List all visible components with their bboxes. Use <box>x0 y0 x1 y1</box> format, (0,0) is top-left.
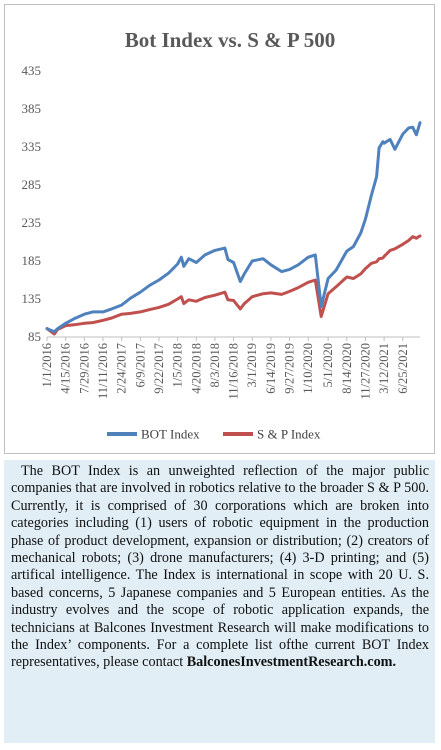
x-tick-label: 1/1/2016 <box>40 343 54 387</box>
y-tick-label: 385 <box>22 101 42 116</box>
description-body: The BOT Index is an unweighted reflectio… <box>11 463 429 671</box>
x-tick-label: 6/14/2019 <box>264 343 278 394</box>
y-tick-label: 85 <box>28 329 41 344</box>
x-tick-label: 9/22/2017 <box>152 343 166 394</box>
x-tick-label: 11/27/2020 <box>358 343 372 399</box>
x-tick-label: 1/5/2018 <box>171 343 185 387</box>
x-tick-label: 11/16/2018 <box>227 343 241 399</box>
index-description: The BOT Index is an unweighted reflectio… <box>4 460 435 743</box>
x-tick-label: 8/14/2020 <box>340 343 354 394</box>
contact-link[interactable]: BalconesInvestmentResearch.com. <box>186 654 397 671</box>
y-tick-label: 335 <box>22 139 42 154</box>
series-lines <box>45 121 422 336</box>
x-tick-label: 3/1/2019 <box>245 343 259 387</box>
legend: BOT Index S & P Index <box>107 427 321 442</box>
x-tick-label: 11/11/2016 <box>96 343 110 399</box>
series-line-s-p-index <box>45 234 422 336</box>
x-tick-label: 9/27/2019 <box>283 343 297 394</box>
x-tick-label: 2/24/2017 <box>115 343 129 394</box>
x-tick-label: 8/3/2018 <box>208 343 222 387</box>
x-tick-label: 3/12/2021 <box>377 343 391 394</box>
y-axis: 85 135 185 235 285 335 385 435 <box>22 63 42 344</box>
x-tick-label: 7/29/2016 <box>77 343 91 394</box>
y-tick-label: 285 <box>22 177 42 192</box>
series-line-bot-index <box>45 121 422 334</box>
x-tick-label: 5/1/2020 <box>321 343 335 387</box>
chart-panel: Bot Index vs. S & P 500 85 135 185 235 285 33… <box>4 4 435 454</box>
legend-label-bot-index: BOT Index <box>141 427 200 442</box>
legend-label-sp-index: S & P Index <box>257 427 321 442</box>
x-tick-label: 4/15/2016 <box>59 343 73 394</box>
y-tick-label: 135 <box>22 291 42 306</box>
x-tick-label: 4/20/2018 <box>189 343 203 394</box>
y-tick-label: 235 <box>22 215 42 230</box>
x-tick-label: 1/10/2020 <box>301 343 315 394</box>
chart-title: Bot Index vs. S & P 500 <box>125 28 336 52</box>
x-axis: 1/1/2016 4/15/2016 7/29/2016 11/11/2016 2/24… <box>40 337 410 399</box>
line-chart: Bot Index vs. S & P 500 85 135 185 235 285 33… <box>22 28 422 442</box>
x-tick-label: 6/25/2021 <box>396 343 410 394</box>
y-tick-label: 435 <box>22 63 42 78</box>
x-tick-label: 6/9/2017 <box>133 343 147 387</box>
y-tick-label: 185 <box>22 253 42 268</box>
